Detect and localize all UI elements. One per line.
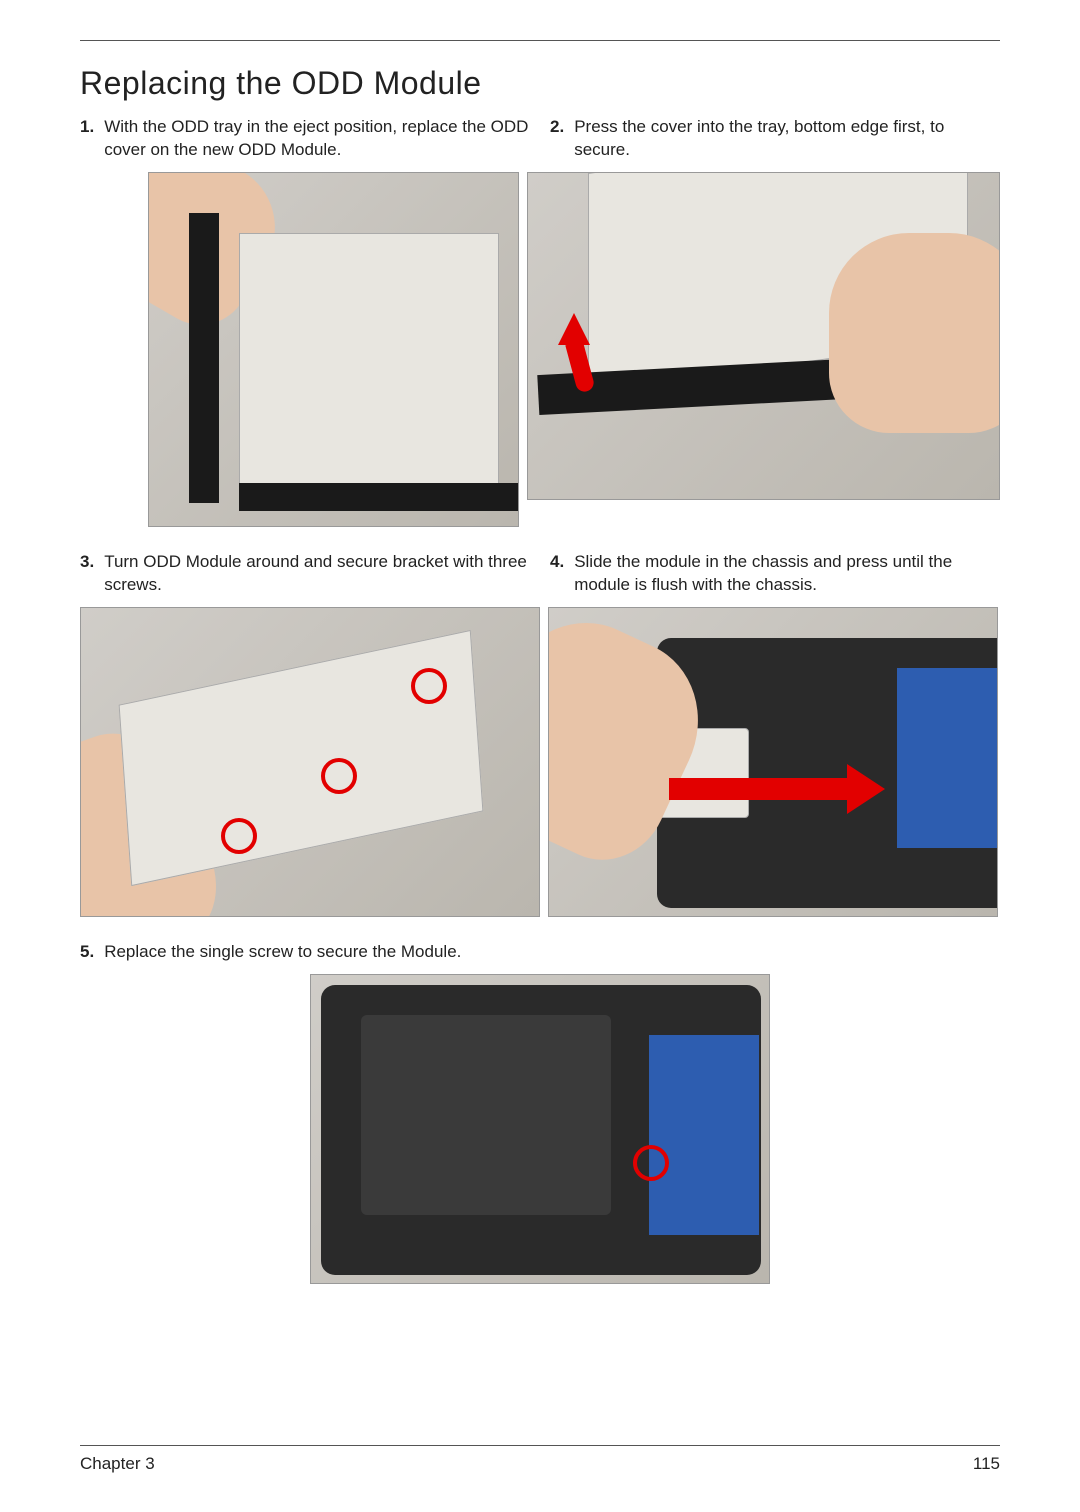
step-number: 2. bbox=[550, 116, 564, 162]
step-3: 3. Turn ODD Module around and secure bra… bbox=[80, 551, 530, 597]
steps-row-1-2: 1. With the ODD tray in the eject positi… bbox=[80, 116, 1000, 162]
steps-row-3-4: 3. Turn ODD Module around and secure bra… bbox=[80, 551, 1000, 597]
step-number: 5. bbox=[80, 941, 94, 964]
screw-highlight-circle bbox=[321, 758, 357, 794]
footer-rule bbox=[80, 1445, 1000, 1446]
chapter-label: Chapter 3 bbox=[80, 1454, 155, 1474]
step-text: Replace the single screw to secure the M… bbox=[104, 941, 461, 964]
step-number: 1. bbox=[80, 116, 94, 162]
slide-module-photo bbox=[548, 607, 998, 917]
odd-cover-replace-photo bbox=[148, 172, 519, 527]
secure-screw-photo bbox=[310, 974, 770, 1284]
press-cover-photo bbox=[527, 172, 1000, 500]
figure-row-3-4 bbox=[80, 607, 1000, 917]
step-1: 1. With the ODD tray in the eject positi… bbox=[80, 116, 530, 162]
secure-bracket-photo bbox=[80, 607, 540, 917]
figure-row-1-2 bbox=[80, 172, 1000, 527]
page-title: Replacing the ODD Module bbox=[80, 65, 1000, 102]
top-rule bbox=[80, 40, 1000, 41]
page-number: 115 bbox=[973, 1454, 1000, 1474]
step-2: 2. Press the cover into the tray, bottom… bbox=[550, 116, 1000, 162]
step-4: 4. Slide the module in the chassis and p… bbox=[550, 551, 1000, 597]
page-footer: Chapter 3 115 bbox=[80, 1445, 1000, 1474]
step-text: Slide the module in the chassis and pres… bbox=[574, 551, 1000, 597]
screw-highlight-circle bbox=[411, 668, 447, 704]
steps-row-5: 5. Replace the single screw to secure th… bbox=[80, 941, 1000, 964]
screw-highlight-circle bbox=[633, 1145, 669, 1181]
figure-row-5 bbox=[80, 974, 1000, 1284]
step-text: With the ODD tray in the eject position,… bbox=[104, 116, 530, 162]
step-5: 5. Replace the single screw to secure th… bbox=[80, 941, 461, 964]
screw-highlight-circle bbox=[221, 818, 257, 854]
step-number: 3. bbox=[80, 551, 94, 597]
step-number: 4. bbox=[550, 551, 564, 597]
step-text: Press the cover into the tray, bottom ed… bbox=[574, 116, 1000, 162]
step-text: Turn ODD Module around and secure bracke… bbox=[104, 551, 530, 597]
